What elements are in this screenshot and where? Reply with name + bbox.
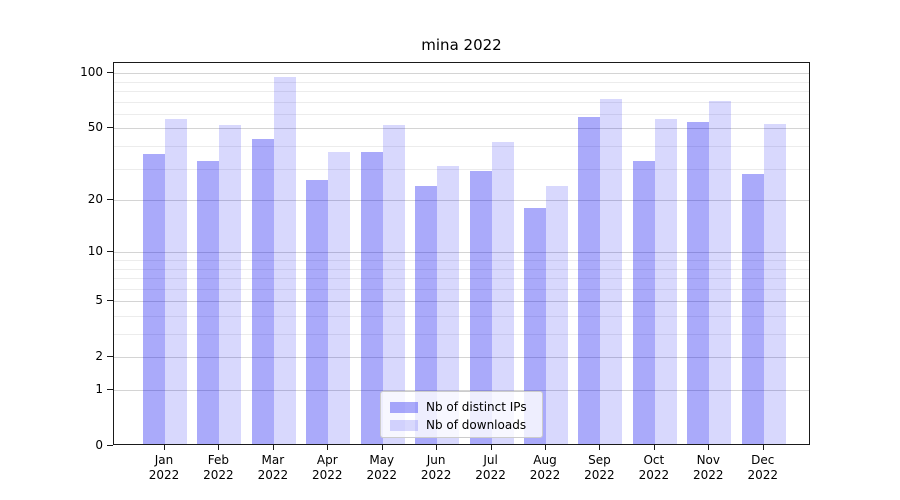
- gridline-minor-40: [114, 146, 809, 148]
- y-tick-label-20: 20: [87, 192, 103, 207]
- bar-nov-downloads: [709, 100, 732, 444]
- gridline-minor-80: [114, 91, 809, 93]
- y-tick-2: [107, 356, 113, 358]
- x-tick-feb: [218, 445, 220, 450]
- gridline-2: [114, 357, 809, 359]
- gridline-5: [114, 301, 809, 303]
- x-tick-jan: [164, 445, 165, 450]
- y-tick-label-5: 5: [95, 293, 103, 308]
- gridline-minor-4: [114, 315, 809, 317]
- legend-label-downloads: Nb of downloads: [426, 418, 527, 432]
- gridline-minor-30: [114, 168, 809, 170]
- x-tick-label-may: May 2022: [366, 453, 397, 482]
- y-tick-0: [107, 445, 113, 446]
- bar-sep-distinct-ips: [578, 116, 601, 444]
- x-tick-label-aug: Aug 2022: [529, 453, 561, 482]
- gridline-minor-7: [114, 278, 809, 280]
- y-tick-label-100: 100: [80, 65, 103, 80]
- bar-oct-downloads: [654, 119, 677, 444]
- y-tick-1: [107, 389, 113, 390]
- bar-mar-distinct-ips: [251, 138, 274, 444]
- gridline-minor-9: [114, 260, 809, 261]
- x-tick-jun: [436, 445, 438, 450]
- y-tick-50: [107, 127, 113, 129]
- y-tick-label-2: 2: [95, 349, 103, 364]
- gridline-minor-6: [114, 288, 809, 290]
- x-tick-label-feb: Feb 2022: [203, 453, 234, 482]
- x-tick-label-jul: Jul 2022: [475, 453, 506, 482]
- bar-jun-distinct-ips: [415, 185, 438, 444]
- x-tick-label-mar: Mar 2022: [257, 453, 289, 482]
- x-tick-label-dec: Dec 2022: [747, 453, 778, 482]
- bar-aug-downloads: [546, 185, 568, 444]
- y-tick-label-10: 10: [87, 244, 103, 259]
- y-tick-label-0: 0: [95, 438, 103, 452]
- legend-label-distinct-ips: Nb of distinct IPs: [426, 400, 527, 414]
- gridline-10: [114, 252, 809, 254]
- bar-jul-downloads: [491, 142, 514, 444]
- x-tick-oct: [653, 445, 655, 450]
- x-tick-nov: [708, 445, 710, 450]
- gridline-50: [114, 128, 809, 130]
- legend-swatch-distinct-ips: [390, 401, 418, 413]
- bar-feb-distinct-ips: [197, 161, 220, 444]
- y-tick-5: [107, 300, 113, 302]
- y-tick-label-1: 1: [95, 382, 103, 396]
- x-tick-label-jan: Jan 2022: [148, 453, 180, 482]
- bar-mar-downloads: [273, 77, 296, 444]
- legend: Nb of distinct IPs Nb of downloads: [380, 391, 543, 438]
- gridline-minor-70: [114, 101, 809, 103]
- bar-jun-downloads: [437, 166, 460, 444]
- x-tick-may: [381, 445, 383, 450]
- legend-item-distinct-ips: Nb of distinct IPs: [390, 398, 534, 416]
- x-tick-sep: [599, 445, 601, 450]
- x-tick-label-jun: Jun 2022: [420, 453, 452, 482]
- bar-nov-distinct-ips: [687, 122, 710, 444]
- legend-item-downloads: Nb of downloads: [390, 416, 534, 434]
- gridline-minor-3: [114, 334, 809, 336]
- gridline-100: [114, 73, 809, 75]
- gridline-minor-60: [114, 113, 809, 115]
- legend-swatch-downloads: [390, 419, 418, 431]
- y-tick-label-50: 50: [87, 120, 103, 135]
- plot-area: [113, 62, 810, 445]
- x-tick-label-sep: Sep 2022: [584, 453, 615, 482]
- bar-jul-distinct-ips: [469, 171, 492, 444]
- y-tick-100: [107, 72, 113, 74]
- bar-jan-distinct-ips: [143, 154, 165, 444]
- bar-aug-distinct-ips: [524, 208, 546, 444]
- y-tick-10: [107, 251, 113, 253]
- bar-sep-downloads: [600, 99, 623, 444]
- bar-apr-downloads: [328, 152, 351, 444]
- bar-may-downloads: [382, 125, 405, 444]
- x-tick-dec: [762, 445, 764, 450]
- y-tick-20: [107, 199, 113, 201]
- x-tick-mar: [272, 445, 274, 450]
- bar-feb-downloads: [219, 125, 242, 444]
- x-tick-label-oct: Oct 2022: [638, 453, 670, 482]
- bar-may-distinct-ips: [360, 152, 383, 444]
- bar-dec-distinct-ips: [741, 173, 764, 444]
- gridline-1: [114, 390, 809, 391]
- x-tick-label-nov: Nov 2022: [693, 453, 724, 482]
- bar-apr-distinct-ips: [306, 179, 329, 444]
- x-tick-label-apr: Apr 2022: [312, 453, 343, 482]
- bar-dec-downloads: [763, 123, 786, 444]
- chart-title: mina 2022: [421, 36, 502, 54]
- x-tick-jul: [490, 445, 492, 450]
- x-tick-aug: [545, 445, 546, 450]
- x-tick-apr: [327, 445, 329, 450]
- bar-oct-distinct-ips: [632, 161, 655, 444]
- gridline-minor-90: [114, 81, 809, 83]
- bar-jan-downloads: [165, 119, 187, 444]
- gridline-20: [114, 200, 809, 202]
- gridline-minor-8: [114, 268, 809, 270]
